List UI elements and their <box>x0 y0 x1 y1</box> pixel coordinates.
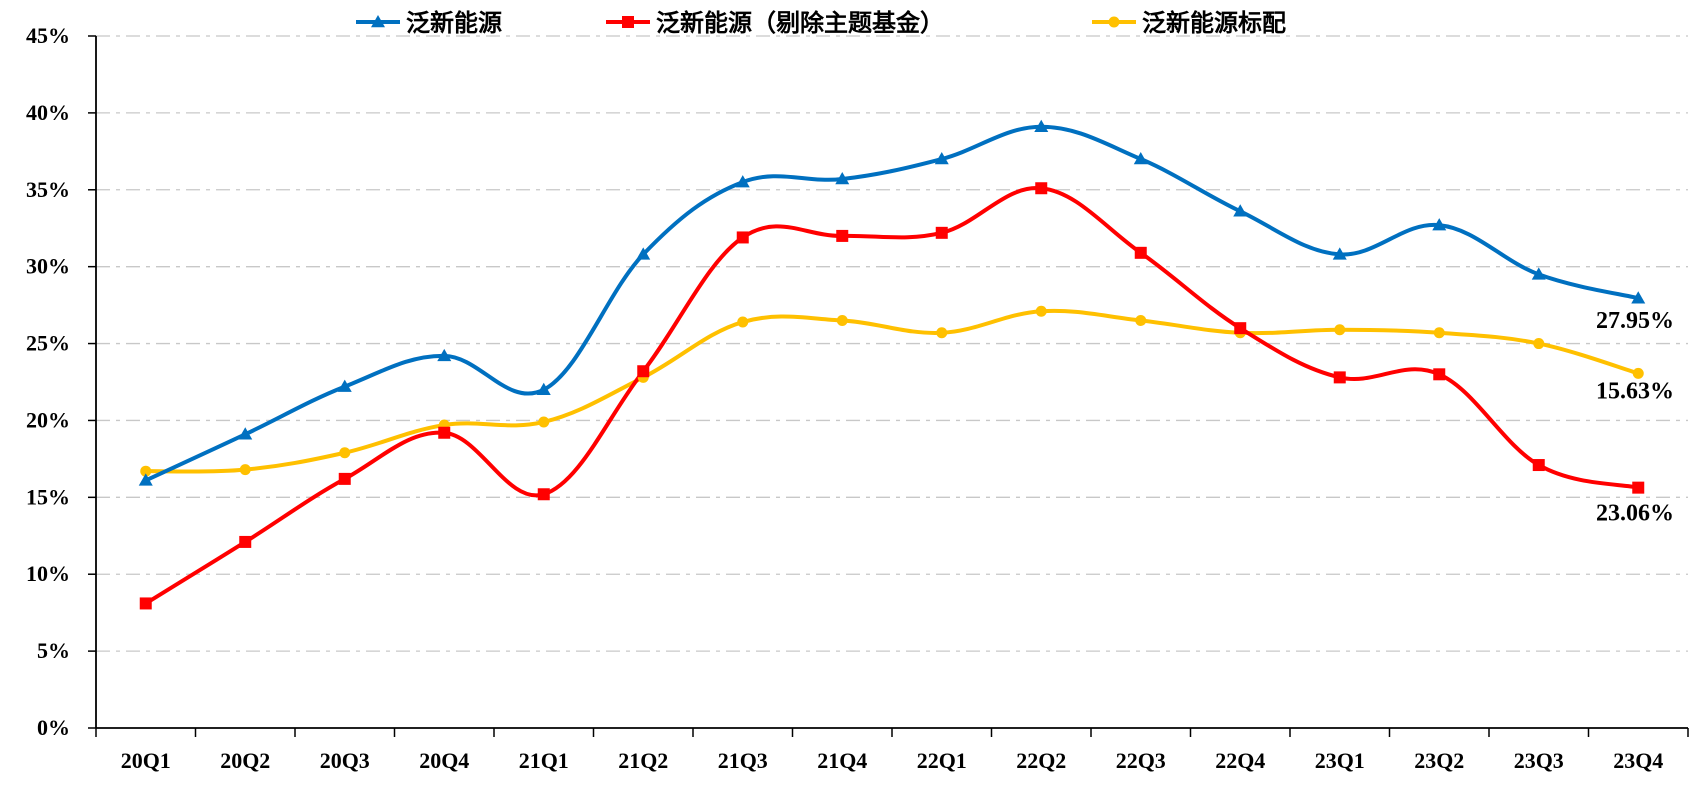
series-line <box>143 124 1641 483</box>
data-point <box>1332 247 1347 260</box>
axes: 0% 5% 10% 15% 20% 25% 30% 35% 40% 45% 20Q1 20Q2 20Q3… <box>26 23 1689 773</box>
data-point <box>1433 327 1445 339</box>
data-point <box>239 464 251 476</box>
y-tick-label: 35% <box>26 177 70 202</box>
end-value-label: 27.95% <box>1596 308 1674 334</box>
data-point <box>1531 267 1546 280</box>
data-point <box>836 314 848 326</box>
y-tick-label: 5% <box>37 638 70 663</box>
y-tick-label: 15% <box>26 484 70 509</box>
series-lines <box>143 124 1641 606</box>
x-tick-label: 21Q3 <box>718 748 768 773</box>
x-tick-label: 22Q2 <box>1016 748 1066 773</box>
x-tick-label: 22Q3 <box>1116 748 1166 773</box>
y-tick-label: 10% <box>26 561 70 586</box>
x-tick-label: 20Q3 <box>320 748 370 773</box>
data-point <box>1035 305 1047 317</box>
x-tick-label: 21Q2 <box>618 748 668 773</box>
data-point <box>1333 371 1346 384</box>
data-point <box>736 231 749 244</box>
legend-label: 泛新能源标配 <box>1142 9 1286 37</box>
data-point <box>138 473 153 486</box>
data-point <box>239 535 252 548</box>
x-tick-label: 22Q4 <box>1215 748 1265 773</box>
x-tick-label: 21Q4 <box>817 748 867 773</box>
x-tick-label: 23Q2 <box>1414 748 1464 773</box>
legend: 泛新能源 泛新能源（剔除主题基金） 泛新能源标配 <box>356 9 1286 37</box>
legend-marker <box>1108 16 1120 28</box>
data-point <box>735 175 750 188</box>
data-point <box>1632 481 1645 494</box>
data-point <box>139 597 152 610</box>
data-point <box>1035 182 1048 195</box>
data-point <box>537 488 550 501</box>
data-point <box>1432 218 1447 231</box>
data-point <box>438 426 451 439</box>
data-point <box>936 327 948 339</box>
x-tick-label: 21Q1 <box>519 748 569 773</box>
data-point <box>338 472 351 485</box>
data-point <box>337 379 352 392</box>
x-tick-label: 23Q1 <box>1315 748 1365 773</box>
data-point <box>1135 314 1147 326</box>
end-value-label: 15.63% <box>1596 378 1674 404</box>
y-tick-label: 45% <box>26 23 70 48</box>
data-point <box>637 365 650 378</box>
data-point <box>536 382 551 395</box>
end-value-labels: 27.95% 23.06% 15.63% <box>1596 308 1674 526</box>
y-tick-label: 25% <box>26 331 70 356</box>
data-point <box>737 316 749 328</box>
data-point <box>935 226 948 239</box>
data-point <box>1133 152 1148 165</box>
y-tick-label: 30% <box>26 254 70 279</box>
series-markers <box>138 119 1646 610</box>
data-point <box>835 172 850 185</box>
data-point <box>1631 291 1646 304</box>
legend-label: 泛新能源 <box>406 9 502 37</box>
data-point <box>1134 246 1147 259</box>
x-tick-label: 22Q1 <box>917 748 967 773</box>
data-point <box>1433 368 1446 381</box>
data-point <box>1233 204 1248 217</box>
legend-marker <box>371 15 385 28</box>
y-tick-label: 40% <box>26 100 70 125</box>
data-point <box>1034 119 1049 132</box>
series-line <box>143 308 1641 474</box>
data-point <box>1532 459 1545 472</box>
data-point <box>339 447 351 459</box>
data-point <box>1632 367 1644 379</box>
end-value-label: 23.06% <box>1596 501 1674 527</box>
data-point <box>836 229 849 242</box>
data-point <box>1533 338 1545 350</box>
data-point <box>538 416 550 428</box>
data-point <box>238 427 253 440</box>
gridlines <box>96 35 1688 652</box>
data-point <box>636 247 651 260</box>
data-point <box>1334 324 1346 336</box>
legend-label: 泛新能源（剔除主题基金） <box>656 9 944 37</box>
x-tick-label: 20Q2 <box>220 748 270 773</box>
series-line <box>143 186 1641 606</box>
y-tick-label: 20% <box>26 407 70 432</box>
data-point <box>437 348 452 362</box>
data-point <box>140 465 152 477</box>
x-tick-label: 20Q1 <box>121 748 171 773</box>
x-tick-label: 20Q4 <box>419 748 469 773</box>
data-point <box>934 152 949 165</box>
legend-marker <box>622 16 634 28</box>
data-point <box>1234 322 1247 335</box>
y-tick-label: 0% <box>37 715 70 740</box>
x-tick-label: 23Q3 <box>1514 748 1564 773</box>
x-tick-label: 23Q4 <box>1613 748 1663 773</box>
